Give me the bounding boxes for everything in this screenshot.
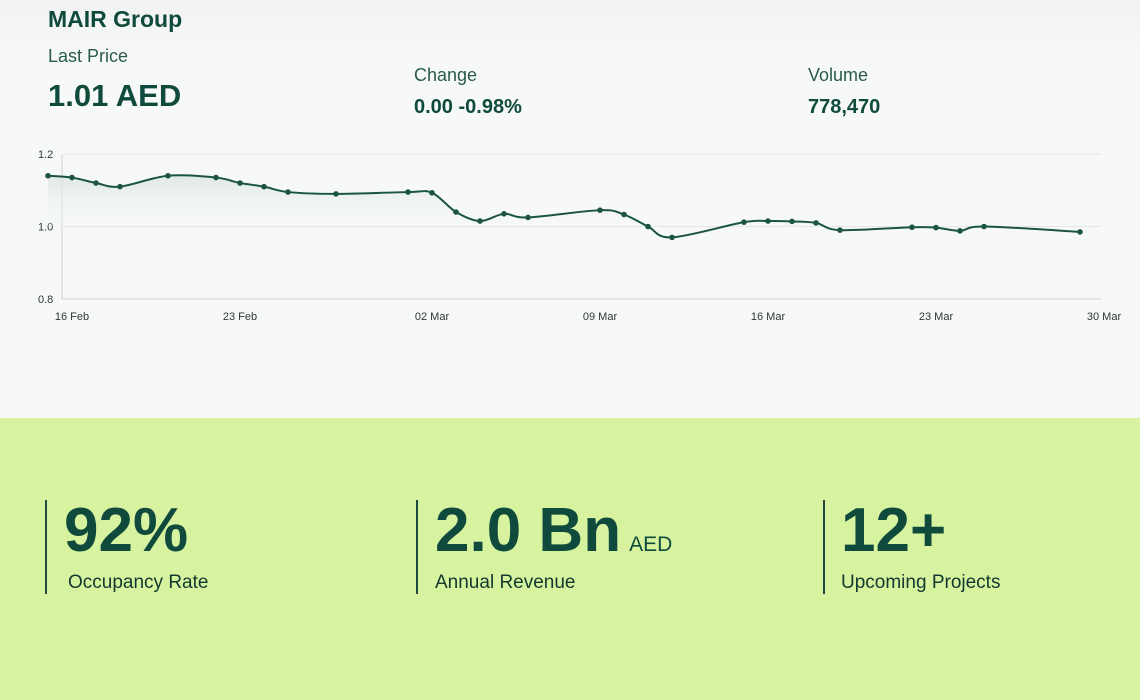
kpi-occupancy: 92% Occupancy Rate bbox=[45, 500, 208, 594]
data-point bbox=[1077, 229, 1083, 235]
y-tick-label: 0.8 bbox=[38, 294, 53, 306]
data-point bbox=[669, 234, 675, 241]
x-tick-label: 23 Feb bbox=[223, 311, 257, 323]
x-tick-label: 02 Mar bbox=[415, 311, 450, 323]
kpi-revenue-label: Annual Revenue bbox=[435, 572, 576, 593]
kpi-projects-value: 12+ bbox=[841, 496, 947, 565]
data-point bbox=[741, 219, 747, 225]
kpi-revenue: 2.0 Bn AED Annual Revenue bbox=[416, 500, 672, 594]
data-point bbox=[45, 172, 51, 179]
data-point bbox=[453, 209, 459, 215]
data-point bbox=[957, 228, 963, 234]
data-point bbox=[525, 214, 531, 221]
data-point bbox=[837, 227, 843, 233]
stock-panel: MAIR Group Last Price 1.01 AED Change 0.… bbox=[0, 0, 1140, 418]
data-point bbox=[477, 218, 483, 224]
data-point bbox=[789, 218, 795, 225]
data-point bbox=[621, 211, 627, 218]
x-tick-label: 30 Mar bbox=[1087, 311, 1122, 323]
last-price-value: 1.01 AED bbox=[48, 78, 182, 113]
y-tick-label: 1.2 bbox=[38, 149, 53, 161]
change-value: 0.00 -0.98% bbox=[414, 96, 522, 118]
last-price-label: Last Price bbox=[48, 46, 129, 66]
change-label: Change bbox=[414, 65, 478, 85]
data-point bbox=[261, 183, 267, 190]
kpi-revenue-value: 2.0 Bn AED bbox=[435, 496, 673, 565]
data-point bbox=[597, 207, 603, 213]
kpi-band: 92% Occupancy Rate 2.0 Bn AED Annual Reve… bbox=[0, 418, 1140, 700]
data-point bbox=[765, 218, 771, 224]
data-point bbox=[333, 191, 339, 197]
price-chart[interactable]: 1.21.00.816 Feb 23 Feb 02 Mar 09 Mar 16 Mar 2… bbox=[0, 140, 1140, 340]
data-point bbox=[117, 183, 123, 190]
data-point bbox=[981, 223, 987, 230]
data-point bbox=[237, 180, 243, 186]
area-fill bbox=[48, 175, 1080, 238]
data-point bbox=[813, 220, 819, 226]
kpi-revenue-unit: AED bbox=[629, 533, 673, 556]
data-point bbox=[933, 224, 939, 231]
data-point bbox=[93, 180, 99, 186]
data-point bbox=[429, 189, 435, 196]
kpi-projects-label: Upcoming Projects bbox=[841, 572, 1001, 593]
data-point bbox=[501, 211, 507, 217]
volume-label: Volume bbox=[808, 65, 869, 85]
data-point bbox=[645, 223, 651, 230]
x-tick-label: 23 Mar bbox=[919, 311, 954, 323]
kpi-projects: 12+ Upcoming Projects bbox=[823, 500, 1000, 594]
data-point bbox=[69, 174, 75, 181]
x-tick-label: 09 Mar bbox=[583, 311, 618, 323]
data-point bbox=[165, 172, 171, 179]
data-point bbox=[213, 174, 219, 181]
data-point bbox=[285, 189, 291, 195]
x-tick-label: 16 Feb bbox=[55, 311, 89, 323]
volume-value: 778,470 bbox=[808, 96, 881, 118]
kpi-occupancy-label: Occupancy Rate bbox=[68, 572, 209, 593]
x-tick-label: 16 Mar bbox=[751, 311, 786, 323]
data-point bbox=[405, 189, 411, 195]
kpi-occupancy-value: 92% bbox=[64, 496, 189, 565]
company-name: MAIR Group bbox=[48, 6, 183, 32]
data-point bbox=[909, 224, 915, 231]
